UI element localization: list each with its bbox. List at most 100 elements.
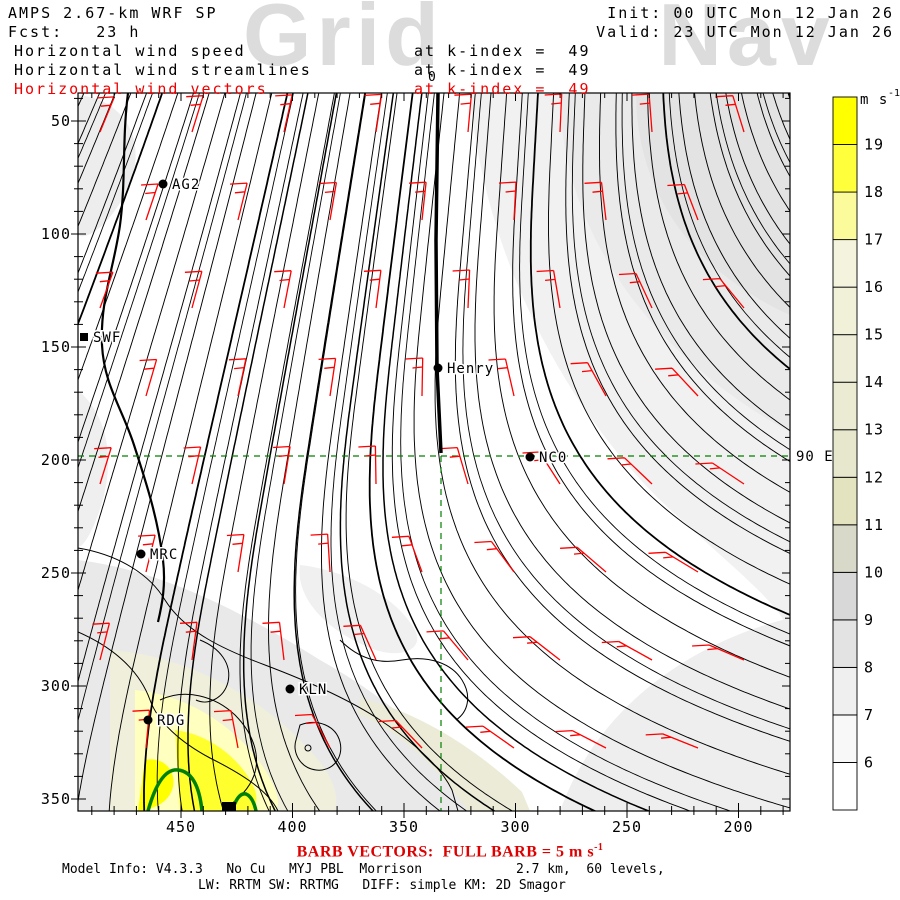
wind-barb — [648, 551, 699, 573]
streamline — [78, 93, 226, 592]
streamline — [474, 93, 790, 710]
streamline — [156, 93, 294, 811]
streamline — [571, 93, 790, 543]
colorbar-tick-label: 12 — [864, 468, 884, 486]
terrain-fill — [138, 759, 174, 811]
station-label: Henry — [447, 361, 494, 377]
colorbar-cell — [832, 144, 858, 193]
streamline — [662, 93, 790, 371]
colorbar-tick-label: 19 — [864, 136, 884, 154]
wind-barb — [454, 93, 473, 133]
terrain-contour-layer — [78, 93, 469, 811]
streamline — [339, 93, 496, 811]
grid-nav-watermark: Grid Nav — [243, 0, 835, 84]
wind-barb — [184, 270, 203, 309]
streamline — [250, 93, 341, 811]
terrain-fill — [299, 565, 418, 654]
streamline — [434, 93, 790, 775]
wind-barb — [560, 546, 607, 573]
y-tick-label: 100 — [41, 225, 71, 243]
wind-barb — [141, 183, 159, 221]
terrain-contour — [304, 744, 312, 752]
station-marker — [136, 549, 146, 559]
colorbar-tick-label: 13 — [864, 421, 884, 439]
station-label: RDG — [157, 713, 185, 729]
wind-barb — [692, 644, 745, 661]
colorbar-tick-label: 16 — [864, 278, 884, 296]
station-marker — [143, 715, 153, 725]
colorbar-cell — [832, 239, 858, 288]
wind-barb — [139, 358, 158, 397]
wind-barb — [702, 277, 745, 309]
reference-line-layer — [78, 455, 790, 811]
wind-barb — [618, 272, 653, 309]
wind-barb — [318, 357, 337, 397]
wind-barb — [655, 367, 699, 397]
streamline — [548, 93, 790, 585]
wind-barb — [186, 95, 204, 133]
streamline-layer — [78, 93, 790, 811]
streamline — [756, 93, 790, 178]
streamline — [462, 93, 790, 730]
wind-barb — [183, 446, 202, 485]
streamline — [621, 93, 790, 451]
colorbar-cell — [832, 476, 858, 526]
wind-barb — [226, 533, 245, 573]
colorbar-tick-label: 17 — [864, 231, 884, 249]
wind-barb — [667, 183, 699, 221]
wind-barb — [262, 621, 285, 661]
streamline — [391, 93, 692, 811]
wind-barb — [522, 451, 561, 485]
streamline — [78, 93, 241, 684]
streamline — [78, 93, 100, 145]
x-tick-label: 450 — [166, 818, 196, 836]
wind-barb — [275, 94, 293, 133]
terrain-fill — [560, 618, 790, 811]
wind-barb — [363, 269, 382, 309]
wind-barb — [179, 621, 198, 661]
streamline — [631, 93, 790, 432]
colorbar-unit-superscript: -1 — [888, 88, 900, 99]
layer-label-wind-vectors: Horizontal wind vectors — [14, 80, 268, 98]
colorbar-tick-label: 18 — [864, 183, 884, 201]
terrain-contour — [100, 93, 166, 623]
y-tick-label: 250 — [41, 564, 71, 582]
streamline — [78, 93, 247, 723]
streamline — [772, 93, 790, 141]
map-border — [77, 92, 791, 812]
colorbar-tick-label: 7 — [864, 706, 874, 724]
station-marker — [285, 684, 295, 694]
wind-barb — [228, 358, 247, 397]
streamline — [268, 93, 351, 811]
colorbar-cell — [832, 286, 858, 336]
station-marker — [158, 179, 168, 189]
streamline — [709, 93, 790, 277]
wind-barb — [294, 713, 331, 749]
wind-barb-layer — [92, 93, 745, 749]
axes-layer: 450 400 350 300 250 200 50 100 150 200 250 300 350 — [41, 92, 791, 836]
streamline — [368, 93, 597, 811]
colorbar-cell — [832, 191, 858, 241]
layer-label-wind-speed: Horizontal wind speed — [14, 42, 246, 60]
colorbar-tick-label: 9 — [864, 611, 874, 629]
x-tick-label: 200 — [723, 818, 753, 836]
colorbar-cell — [832, 714, 858, 763]
x-tick-label: 250 — [612, 818, 642, 836]
streamline — [78, 93, 200, 469]
station-layer: AG2 SWF Henry NC0 MRC KLN RDG — [80, 176, 568, 811]
forecast-hour: Fcst: 23 h — [8, 23, 141, 41]
colorbar-cell — [832, 524, 858, 573]
colorbar-cell — [832, 381, 858, 431]
colorbar-tick-label: 14 — [864, 373, 884, 391]
y-tick-label: 350 — [41, 790, 71, 808]
layer-kindex-streamlines: at k-index = 49 — [414, 61, 591, 79]
wind-barb — [715, 95, 745, 133]
streamline — [413, 93, 790, 809]
streamline — [143, 93, 289, 811]
streamline — [78, 93, 179, 382]
colorbar-tick-label: 6 — [864, 753, 874, 771]
wind-barb — [426, 630, 469, 661]
track-line — [434, 92, 443, 454]
terrain-contour — [195, 639, 230, 703]
